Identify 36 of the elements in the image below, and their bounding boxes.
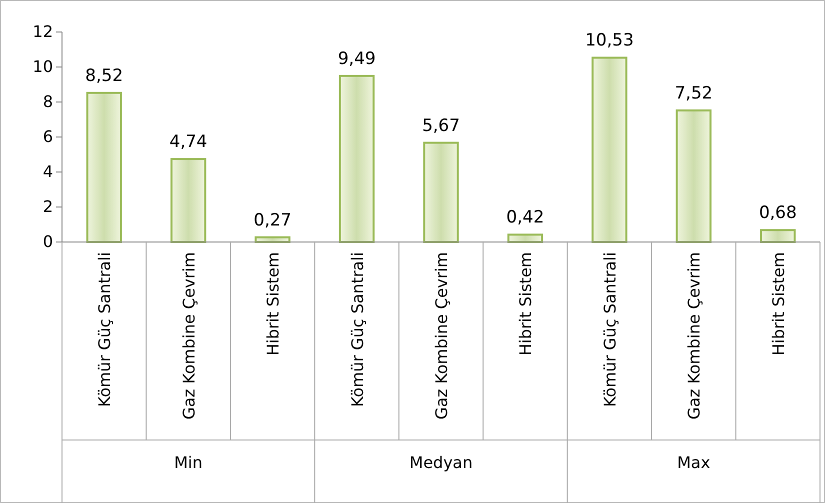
x-tick-label: Kömür Güç Santrali — [348, 252, 367, 407]
bar — [507, 234, 544, 243]
text: Max — [677, 453, 710, 472]
x-tick-label: Hibrit Sistem — [768, 252, 788, 356]
y-tick-label: 6 — [42, 127, 53, 146]
y-tick-label: 2 — [42, 197, 53, 216]
y-tick-label: 8 — [42, 92, 53, 112]
data-label: 9,49 — [338, 48, 376, 69]
text: Min — [174, 453, 203, 472]
y-tick-label: 4 — [42, 162, 53, 182]
data-label: 8,52 — [85, 66, 124, 86]
data-label: 5,67 — [422, 116, 460, 136]
y-tick-label: 12 — [32, 22, 53, 42]
y-tick-label: 0 — [42, 232, 53, 252]
x-tick-label: Gaz Kombine Çevrim — [684, 252, 704, 420]
data-label: 10,53 — [585, 30, 634, 51]
data-label: 0,68 — [758, 203, 797, 224]
bar — [86, 92, 122, 243]
x-tick-label: Kömür Güç Santrali — [95, 252, 114, 407]
x-tick-label: Gaz Kombine Çevrim — [179, 252, 198, 420]
x-tick-label: Hibrit Sistem — [264, 252, 283, 356]
data-label: 7,52 — [674, 83, 713, 104]
data-label: 4,74 — [169, 132, 208, 152]
bar — [423, 142, 459, 243]
bar — [338, 74, 375, 243]
bar — [676, 109, 712, 243]
bar — [592, 56, 628, 243]
data-label: 0,27 — [254, 210, 292, 230]
data-label: 0,42 — [506, 208, 544, 228]
bar — [170, 158, 206, 243]
bar — [760, 229, 796, 243]
text: Medyan — [409, 453, 473, 472]
y-tick-label: 10 — [32, 57, 53, 76]
x-tick-label: Hibrit Sistem — [516, 252, 536, 356]
x-tick-label: Kömür Güç Santrali — [600, 252, 620, 407]
x-tick-label: Gaz Kombine Çevrim — [432, 252, 451, 420]
